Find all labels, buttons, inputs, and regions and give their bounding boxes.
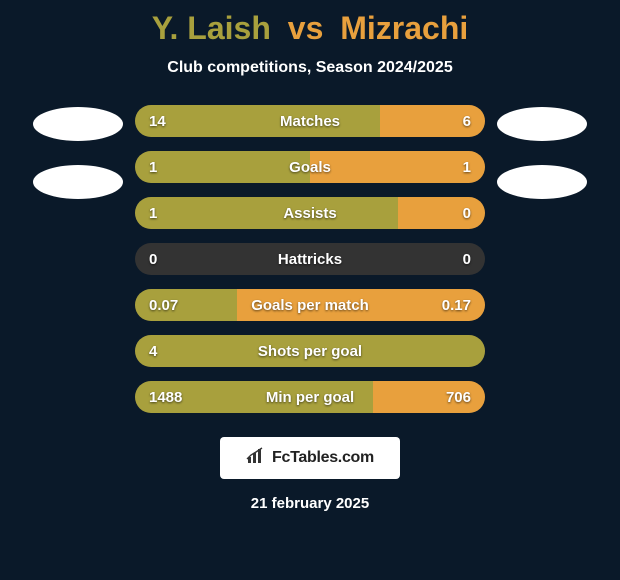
stat-value-right: 0.17 bbox=[442, 289, 471, 321]
stat-value-right: 0 bbox=[463, 243, 471, 275]
stat-bar: 1Goals1 bbox=[135, 151, 485, 183]
team-badge-icon bbox=[33, 107, 123, 141]
team-badge-icon bbox=[497, 107, 587, 141]
stat-bar: 14Matches6 bbox=[135, 105, 485, 137]
stat-bar: 0.07Goals per match0.17 bbox=[135, 289, 485, 321]
team-badge-icon bbox=[33, 165, 123, 199]
stat-label: Assists bbox=[135, 197, 485, 229]
vs-separator: vs bbox=[288, 10, 324, 46]
stat-bar: 4Shots per goal bbox=[135, 335, 485, 367]
player2-name: Mizrachi bbox=[340, 10, 468, 46]
subtitle: Club competitions, Season 2024/2025 bbox=[0, 59, 620, 77]
team-badge-icon bbox=[497, 165, 587, 199]
right-team-icons bbox=[497, 107, 587, 199]
stat-label: Shots per goal bbox=[135, 335, 485, 367]
stat-bar: 1Assists0 bbox=[135, 197, 485, 229]
stat-value-right: 6 bbox=[463, 105, 471, 137]
left-team-icons bbox=[33, 107, 123, 199]
stats-bars: 14Matches61Goals11Assists00Hattricks00.0… bbox=[135, 105, 485, 413]
content-area: 14Matches61Goals11Assists00Hattricks00.0… bbox=[0, 105, 620, 413]
stat-label: Goals per match bbox=[135, 289, 485, 321]
stat-bar: 0Hattricks0 bbox=[135, 243, 485, 275]
footer-date: 21 february 2025 bbox=[0, 495, 620, 512]
stat-label: Hattricks bbox=[135, 243, 485, 275]
stat-label: Min per goal bbox=[135, 381, 485, 413]
stat-label: Matches bbox=[135, 105, 485, 137]
stat-bar: 1488Min per goal706 bbox=[135, 381, 485, 413]
chart-icon bbox=[246, 447, 266, 470]
stat-label: Goals bbox=[135, 151, 485, 183]
stat-value-right: 0 bbox=[463, 197, 471, 229]
player1-name: Y. Laish bbox=[152, 10, 271, 46]
footer-logo-text: FcTables.com bbox=[272, 449, 374, 467]
footer-logo: FcTables.com bbox=[220, 437, 400, 479]
stat-value-right: 1 bbox=[463, 151, 471, 183]
stat-value-right: 706 bbox=[446, 381, 471, 413]
comparison-title: Y. Laish vs Mizrachi bbox=[0, 0, 620, 47]
